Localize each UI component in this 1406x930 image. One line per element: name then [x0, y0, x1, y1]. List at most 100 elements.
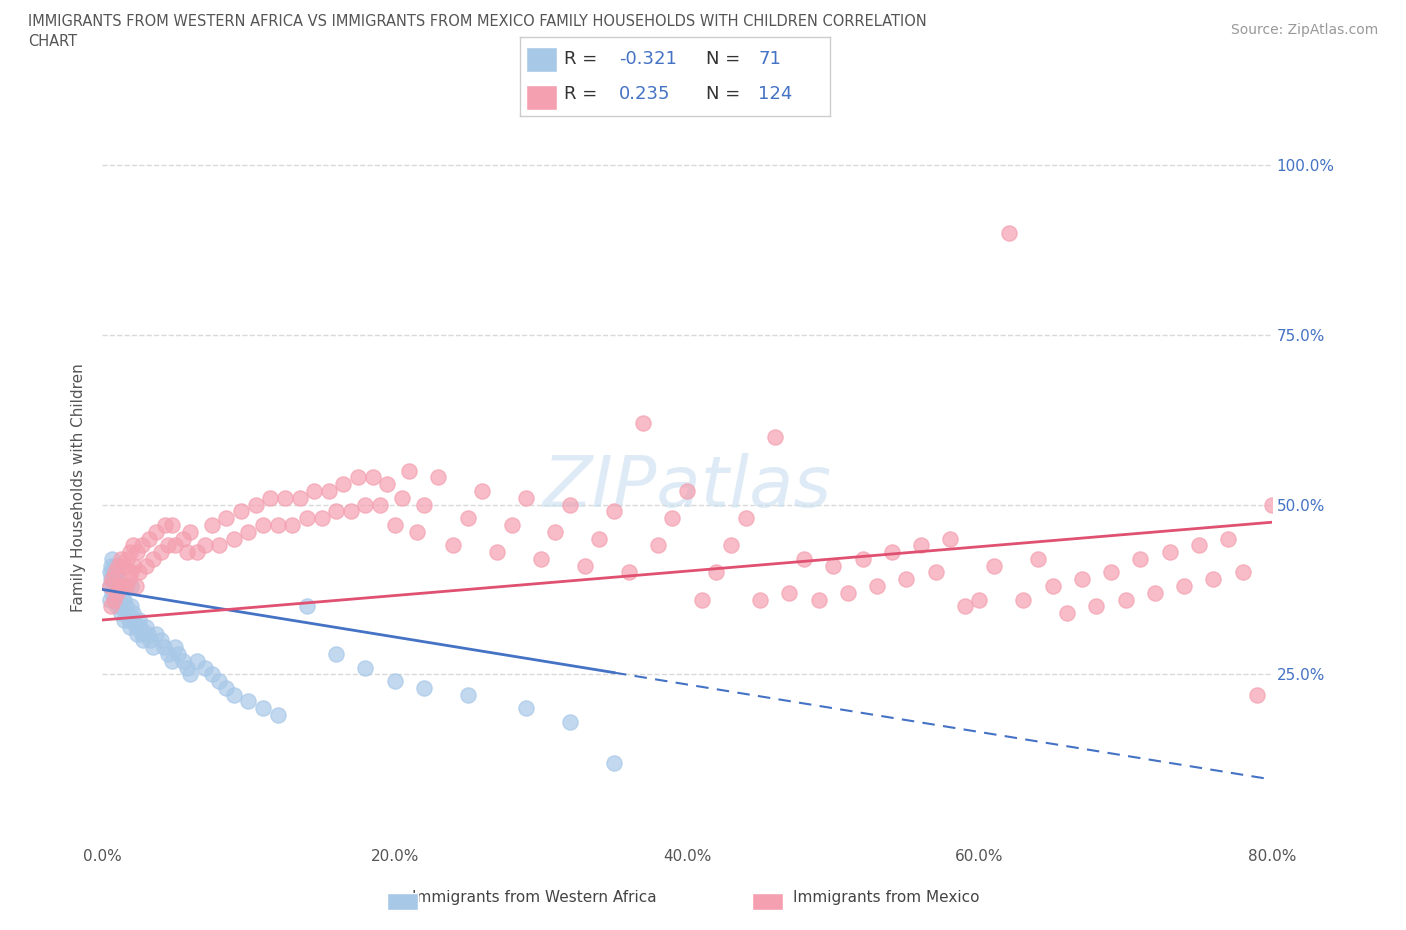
Point — [1129, 551, 1152, 566]
Point — [617, 565, 640, 580]
Point — [120, 599, 142, 614]
Point — [704, 565, 727, 580]
Point — [603, 755, 626, 770]
Point — [98, 578, 121, 593]
Point — [186, 653, 208, 668]
Point — [215, 511, 238, 525]
Point — [179, 525, 201, 539]
Point — [110, 551, 132, 566]
Y-axis label: Family Households with Children: Family Households with Children — [72, 364, 86, 612]
Text: R =: R = — [564, 86, 603, 103]
Point — [124, 558, 146, 573]
Point — [149, 545, 172, 560]
Point — [896, 572, 918, 587]
Point — [807, 592, 830, 607]
Point — [238, 694, 260, 709]
Point — [110, 585, 132, 600]
Text: Immigrants from Mexico: Immigrants from Mexico — [793, 890, 979, 905]
Point — [101, 565, 124, 580]
Text: R =: R = — [564, 50, 603, 68]
Point — [120, 578, 142, 593]
Point — [172, 531, 194, 546]
Point — [457, 687, 479, 702]
Point — [631, 416, 654, 431]
Text: N =: N = — [706, 86, 745, 103]
Point — [103, 572, 125, 587]
Text: -0.321: -0.321 — [619, 50, 678, 68]
Point — [222, 687, 245, 702]
Point — [193, 538, 215, 552]
Point — [100, 572, 122, 587]
Point — [135, 558, 157, 573]
Point — [115, 551, 138, 566]
Point — [793, 551, 815, 566]
Point — [368, 498, 391, 512]
Point — [101, 585, 124, 600]
Point — [983, 558, 1005, 573]
Point — [763, 430, 786, 445]
Point — [778, 585, 800, 600]
Text: N =: N = — [706, 50, 745, 68]
Text: IMMIGRANTS FROM WESTERN AFRICA VS IMMIGRANTS FROM MEXICO FAMILY HOUSEHOLDS WITH : IMMIGRANTS FROM WESTERN AFRICA VS IMMIGR… — [28, 14, 927, 48]
Point — [156, 646, 179, 661]
Point — [108, 578, 131, 593]
Point — [103, 592, 125, 607]
Point — [969, 592, 991, 607]
Point — [101, 572, 124, 587]
Point — [215, 681, 238, 696]
Point — [120, 565, 142, 580]
Point — [574, 558, 596, 573]
Point — [1216, 531, 1239, 546]
Point — [105, 585, 128, 600]
Point — [162, 517, 184, 532]
Point — [252, 517, 274, 532]
Point — [162, 653, 184, 668]
Point — [354, 498, 377, 512]
Point — [111, 592, 134, 607]
Text: Immigrants from Western Africa: Immigrants from Western Africa — [412, 890, 657, 905]
Point — [266, 708, 288, 723]
Point — [515, 490, 537, 505]
Point — [325, 646, 347, 661]
Point — [1070, 572, 1092, 587]
Point — [1012, 592, 1035, 607]
Point — [1188, 538, 1211, 552]
Point — [208, 673, 231, 688]
Point — [325, 504, 347, 519]
Point — [441, 538, 464, 552]
Point — [1143, 585, 1166, 600]
Point — [129, 619, 152, 634]
Point — [851, 551, 873, 566]
Point — [515, 701, 537, 716]
Point — [332, 477, 354, 492]
Point — [1173, 578, 1195, 593]
Point — [100, 599, 122, 614]
Point — [114, 599, 136, 614]
Point — [153, 517, 176, 532]
Point — [156, 538, 179, 552]
Point — [1026, 551, 1049, 566]
Point — [412, 498, 434, 512]
Point — [295, 599, 318, 614]
Point — [1202, 572, 1225, 587]
Text: 124: 124 — [758, 86, 793, 103]
Point — [997, 226, 1019, 241]
Point — [318, 484, 340, 498]
Point — [501, 517, 523, 532]
Point — [222, 531, 245, 546]
Point — [238, 525, 260, 539]
Point — [924, 565, 946, 580]
Point — [288, 490, 311, 505]
Point — [167, 646, 190, 661]
Point — [412, 681, 434, 696]
Point — [647, 538, 669, 552]
Point — [165, 640, 187, 655]
Point — [837, 585, 859, 600]
Point — [734, 511, 756, 525]
Point — [176, 545, 198, 560]
Point — [128, 613, 150, 628]
Point — [172, 653, 194, 668]
Point — [98, 565, 121, 580]
Point — [375, 477, 398, 492]
Point — [114, 578, 136, 593]
